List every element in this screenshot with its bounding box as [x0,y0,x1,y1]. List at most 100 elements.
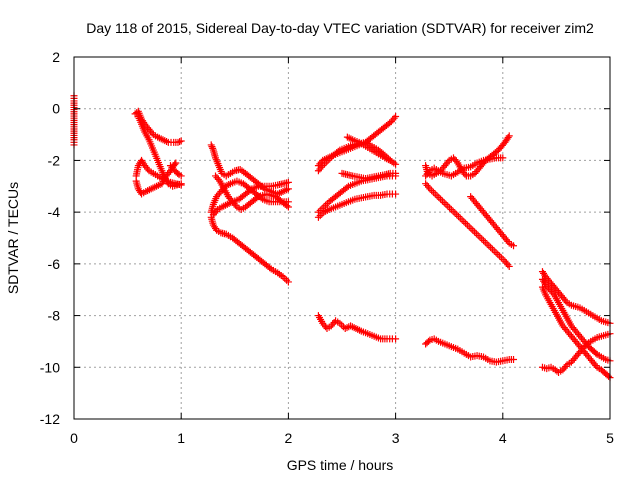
data-series-4 [132,156,185,189]
data-series-21 [422,180,513,270]
data-series-17 [314,190,400,221]
data-point-marker [463,221,471,229]
data-point-marker [390,114,398,122]
data-point-marker [174,169,182,177]
data-point-marker [428,187,436,195]
data-point-marker [488,245,496,253]
data-point-marker [284,203,292,211]
data-point-marker [446,204,454,212]
data-point-marker [452,157,460,165]
plot-frame [73,56,611,420]
ticks-layer [73,56,611,420]
data-point-marker [496,252,504,260]
data-point-marker [177,137,185,145]
data-point-marker [266,264,274,272]
data-series-19 [422,132,513,180]
data-point-marker [460,218,468,226]
data-point-marker [442,200,450,208]
x-tick-label: 4 [499,430,507,446]
y-tick-label: -10 [40,359,60,375]
data-point-marker [472,230,480,238]
data-series-22 [467,193,518,250]
data-point-marker [499,154,507,162]
data-point-marker [562,297,570,305]
data-point-marker [478,235,486,243]
data-point-marker [504,133,512,141]
data-point-marker [480,237,488,245]
data-series-23 [422,335,518,366]
data-point-marker [454,212,462,220]
data-point-marker [392,160,400,168]
data-point-marker [469,226,477,234]
data-point-marker [481,238,489,246]
data-point-marker [504,237,512,245]
data-point-marker [505,132,513,140]
data-point-marker [177,181,185,189]
data-series-26 [538,275,614,365]
data-point-marker [392,335,400,343]
data-point-marker [212,225,220,233]
tick-labels-layer: 0 1 2 3 4 5 -12 -10 -8 -6 -4 -2 0 2 [40,49,614,446]
data-point-marker [424,168,432,176]
data-point-marker [386,156,394,164]
data-point-marker [476,233,484,241]
data-point-marker [322,201,330,209]
data-point-marker [456,214,464,222]
data-point-marker [435,193,443,201]
data-point-marker [343,184,351,192]
data-series-25 [538,283,614,382]
data-point-marker [284,278,292,286]
data-point-marker [347,135,355,143]
data-point-marker [176,138,184,146]
data-point-marker [386,119,394,127]
data-point-marker [444,202,452,210]
x-tick-label: 5 [606,430,614,446]
y-tick-label: -8 [48,308,61,324]
data-point-marker [392,172,400,180]
data-point-marker [429,188,437,196]
y-tick-label: 2 [52,49,60,65]
data-point-marker [253,194,261,202]
data-point-marker [433,192,441,200]
data-point-marker [497,254,505,262]
data-point-marker [232,201,240,209]
chart-title: Day 118 of 2015, Sidereal Day-to-day VTE… [86,20,594,36]
y-tick-label: 0 [52,101,60,117]
data-point-marker [214,175,222,183]
x-tick-label: 1 [177,430,185,446]
data-point-marker [492,249,500,257]
data-point-marker [144,165,152,173]
data-point-marker [284,178,292,186]
data-series-6 [166,162,185,180]
data-point-marker [499,256,507,264]
data-point-marker [392,112,400,120]
y-tick-label: -6 [48,256,61,272]
data-point-marker [148,129,156,137]
data-point-marker [334,147,342,155]
data-point-marker [246,186,254,194]
x-tick-label: 2 [285,430,293,446]
data-point-marker [209,144,217,152]
data-point-marker [424,337,432,345]
y-tick-label: -2 [48,152,61,168]
x-tick-label: 3 [392,430,400,446]
x-axis-label: GPS time / hours [287,457,394,473]
data-series-10 [212,172,292,214]
data-point-marker [283,202,291,210]
data-point-marker [510,242,518,250]
data-point-marker [449,207,457,215]
data-point-marker [444,158,452,166]
data-point-marker [323,206,331,214]
data-point-marker [462,219,470,227]
grid-layer [74,57,610,419]
data-point-marker [316,212,324,220]
data-point-marker [485,242,493,250]
data-point-marker [172,159,180,167]
data-point-marker [437,195,445,203]
data-point-marker [177,172,185,180]
y-axis-label: SDTVAR / TECUs [5,182,21,294]
data-point-marker [212,207,220,215]
data-series-2 [131,107,185,146]
